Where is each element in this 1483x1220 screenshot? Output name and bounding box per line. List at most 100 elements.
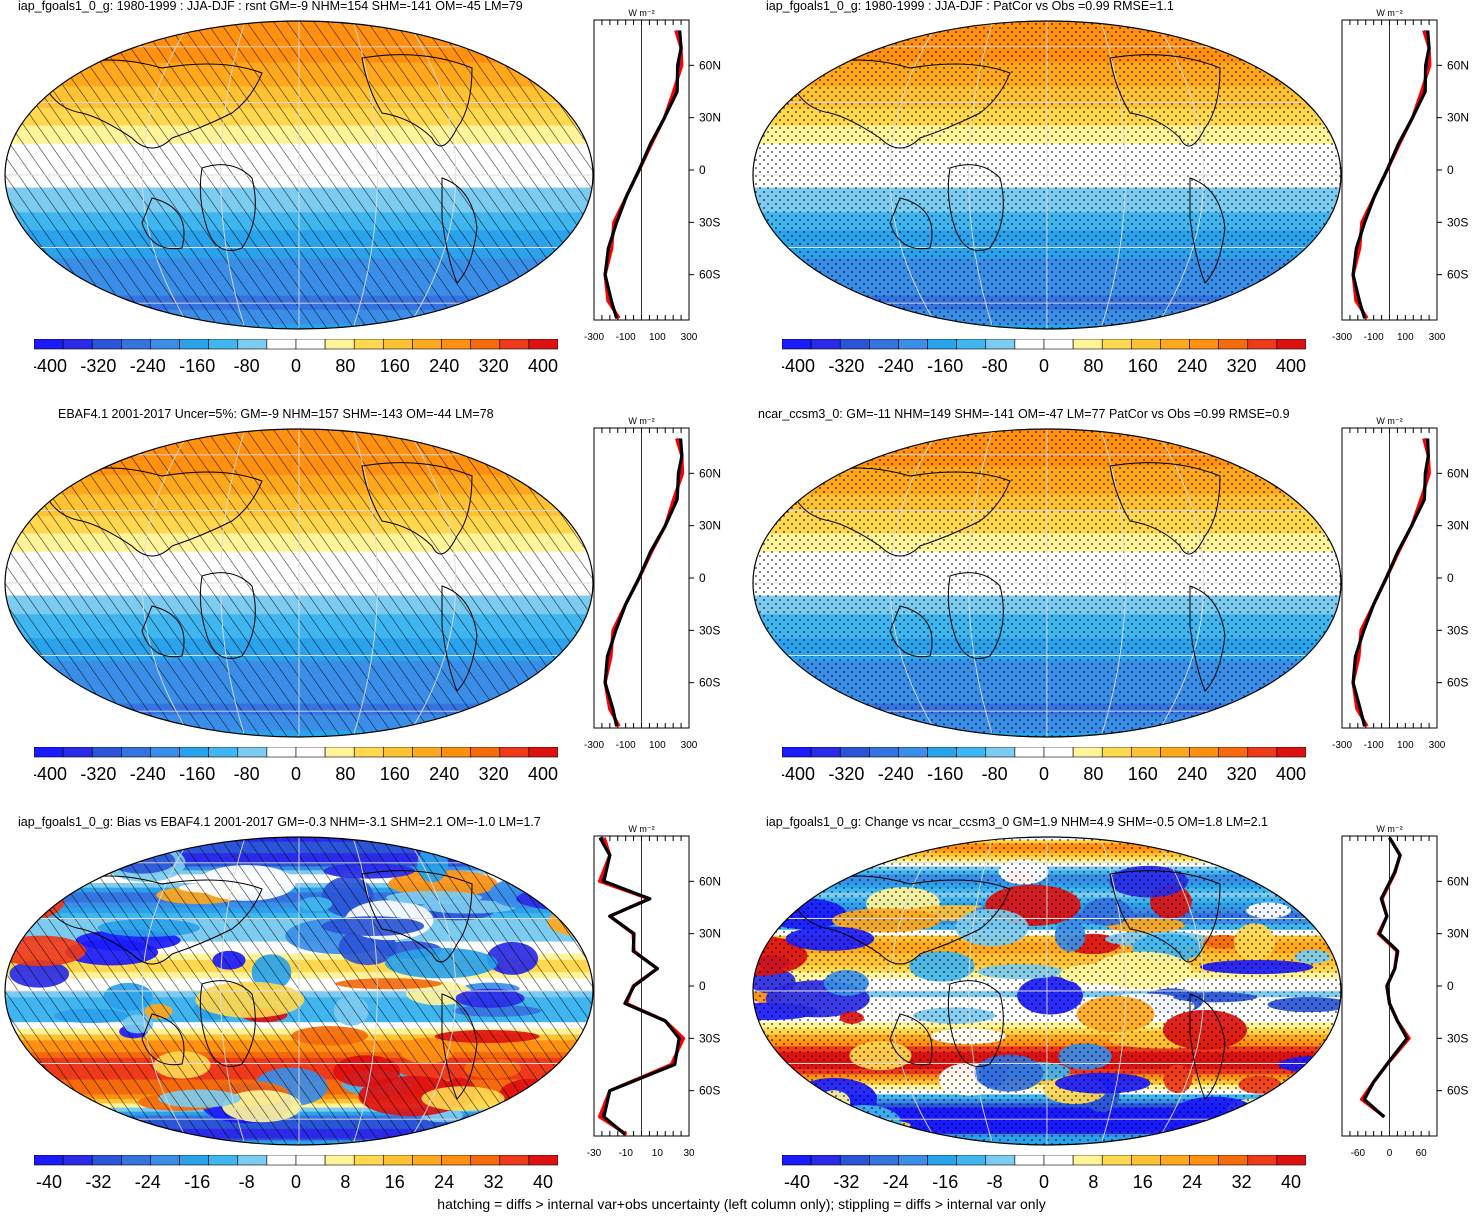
colorbar-swatch [266,339,297,350]
colorbar-label: -400 [34,764,67,783]
coastline [947,572,1004,659]
colorbar-swatch [383,747,413,758]
panel-1: iap_fgoals1_0_g: 1980-1999 : JJA-DJF : r… [0,0,741,404]
coastline [1109,54,1221,147]
meridian [141,837,192,1145]
colorbar-swatch [1101,1155,1132,1166]
colorbar-label: 24 [1182,1172,1202,1191]
meridian [141,429,192,737]
map-border [4,836,594,1146]
colorbar-swatch [62,1155,93,1166]
colorbar-swatch [295,1155,326,1166]
zonal-mean-profile: W m⁻² 60N 30N 0 30S 60S -300 -100 100 300 [1332,8,1469,343]
colorbar-swatch [383,339,413,350]
colorbar-label: -320 [80,356,116,375]
lat-label: 30S [699,1031,720,1045]
meridian [968,429,994,737]
colorbar-label: 16 [1133,1172,1153,1191]
map-plot [4,20,594,330]
colorbar-swatch [1043,339,1074,350]
colorbar-label: 8 [1088,1172,1098,1191]
lat-label: 30S [699,623,720,637]
colorbar-label: 0 [1039,356,1049,375]
colorbar-swatch [927,339,957,350]
colorbar-swatch [1014,339,1045,350]
colorbar-label: 400 [1276,764,1306,783]
colorbar: -400 -320 -240 -160 -80 0 80 160 240 320 400 [782,747,1306,783]
panel-6: iap_fgoals1_0_g: Change vs ncar_ccsm3_0 … [748,815,1483,1220]
colorbar-label: 240 [429,356,459,375]
coastline [1189,177,1226,284]
colorbar-swatch [383,1155,413,1166]
colorbar-label: 160 [1128,356,1158,375]
x-tick-label: 30 [683,1148,695,1159]
x-tick-label: -300 [1332,332,1352,343]
x-tick-label: 100 [649,740,666,751]
colorbar-swatch [839,1155,870,1166]
map-border [4,20,594,330]
colorbar-label: 0 [1039,1172,1049,1191]
colorbar-label: -80 [234,764,260,783]
colorbar-label: -160 [179,764,215,783]
zonal-series-model-a [603,30,684,320]
colorbar-label: 320 [479,356,509,375]
map-plot [4,428,594,738]
colorbar-swatch [295,747,326,758]
coastline [41,467,263,557]
colorbar-label: -160 [927,764,963,783]
colorbar-swatch [1131,747,1161,758]
colorbar-swatch [1276,1155,1306,1166]
colorbar-swatch [1218,339,1249,350]
meridian [352,837,378,1145]
colorbar-swatch [412,1155,442,1166]
colorbar-label: 0 [291,356,301,375]
colorbar-label: 160 [380,764,410,783]
colorbar-swatch [91,339,122,350]
unit-label: W m⁻² [628,416,654,426]
lat-label: 0 [1447,979,1454,993]
panel-title: iap_fgoals1_0_g: Change vs ncar_ccsm3_0 … [766,815,1269,829]
zonal-mean-profile: W m⁻² 60N 30N 0 30S 60S -300 -100 100 300 [584,8,721,343]
colorbar-swatch [441,747,471,758]
colorbar-label: 0 [291,1172,301,1191]
colorbar-swatch [1072,747,1103,758]
x-tick-label: -60 [1351,1148,1366,1159]
colorbar-label: -80 [234,356,260,375]
coastline [789,467,1011,557]
colorbar-label: 24 [434,1172,454,1191]
x-tick-label: -10 [618,1148,633,1159]
x-tick-label: 100 [1397,332,1414,343]
panel-4: ncar_ccsm3_0: GM=-11 NHM=149 SHM=-141 OM… [748,407,1483,812]
colorbar-swatch [782,339,812,350]
colorbar-swatch [898,747,928,758]
colorbar-swatch [62,747,93,758]
colorbar-swatch [1043,1155,1074,1166]
meridian [1154,21,1205,329]
colorbar-swatch [1101,747,1132,758]
zonal-series-model-a [603,438,685,728]
colorbar-swatch [91,1155,122,1166]
colorbar-swatch [91,747,122,758]
panel-title: iap_fgoals1_0_g: Bias vs EBAF4.1 2001-20… [18,815,541,829]
colorbar-label: 320 [479,764,509,783]
colorbar-swatch [1014,747,1045,758]
colorbar-label: 0 [291,764,301,783]
meridian [141,21,192,329]
colorbar-swatch [179,339,209,350]
colorbar-swatch [528,339,558,350]
zonal-mean-profile: W m⁻² 60N 30N 0 30S 60S -300 -100 100 300 [584,416,721,751]
colorbar-label: 240 [1177,356,1207,375]
coastline [947,164,1004,251]
colorbar-swatch [1072,339,1103,350]
colorbar-swatch [121,1155,151,1166]
meridian [1100,21,1126,329]
zonal-series-model-b [603,30,683,319]
anomaly-blob [25,1101,95,1142]
colorbar-swatch [956,747,987,758]
map-field [753,21,1341,329]
colorbar-swatch [179,747,209,758]
zonal-series-model-b [603,438,684,727]
colorbar-label: -80 [982,764,1008,783]
colorbar-swatch [441,1155,471,1166]
lat-label: 30N [1447,519,1469,533]
